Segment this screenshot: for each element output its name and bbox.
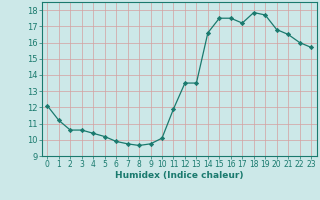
X-axis label: Humidex (Indice chaleur): Humidex (Indice chaleur) [115,171,244,180]
